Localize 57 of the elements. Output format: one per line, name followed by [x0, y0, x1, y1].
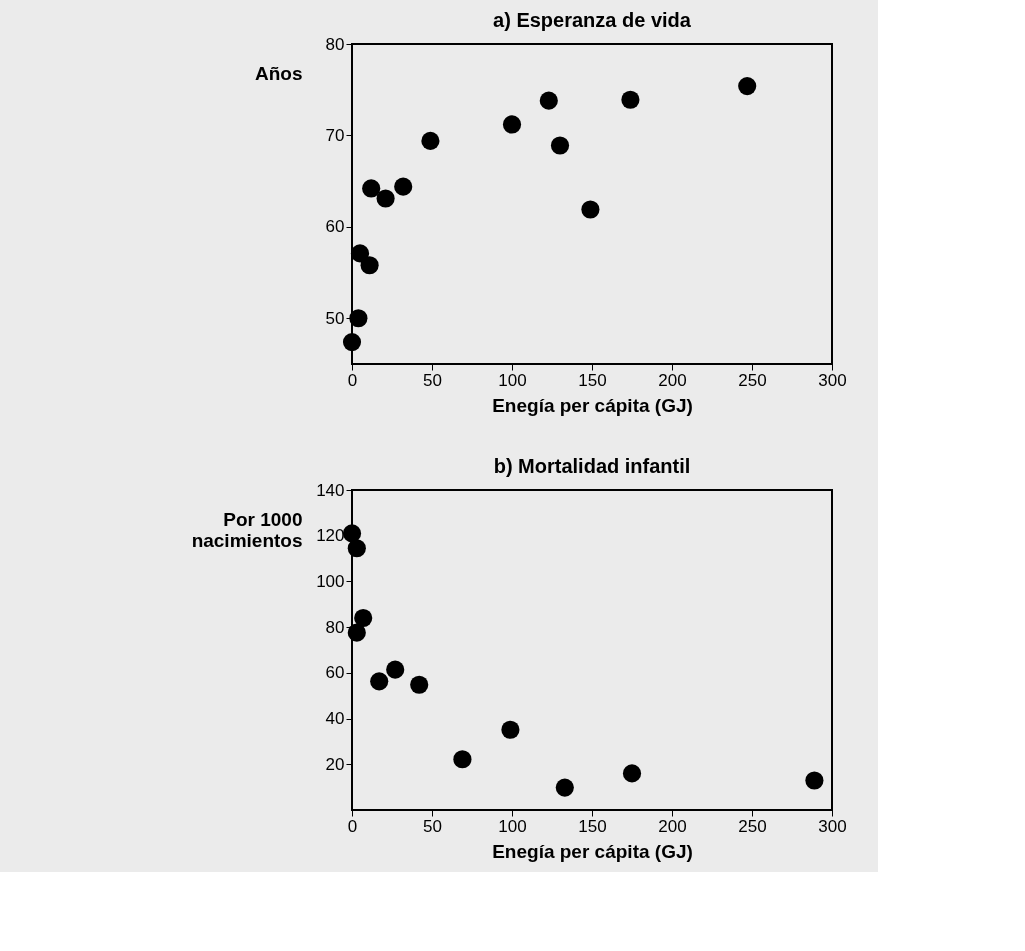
chart-title: b) Mortalidad infantil	[493, 455, 691, 477]
y-tick-label: 70	[325, 125, 345, 145]
y-tick-label: 40	[325, 709, 345, 729]
y-tick-label: 60	[325, 663, 345, 683]
point	[370, 672, 389, 691]
point	[376, 189, 395, 208]
point	[621, 90, 640, 109]
x-tick-label: 150	[578, 370, 607, 390]
point	[350, 244, 370, 263]
point	[738, 76, 757, 96]
point	[421, 131, 440, 150]
point	[550, 136, 570, 155]
x-tick-label: 250	[738, 816, 767, 836]
y-tick-label: 100	[316, 571, 345, 591]
point	[394, 177, 413, 196]
y-axis-title: Por 1000 nacimientos	[191, 508, 303, 551]
point	[539, 91, 558, 110]
point	[453, 750, 472, 769]
point	[501, 720, 520, 739]
x-tick-label: 100	[498, 816, 527, 836]
y-tick-label: 80	[325, 617, 345, 637]
point	[349, 309, 368, 328]
point	[622, 764, 642, 783]
x-tick-label: 50	[423, 816, 442, 836]
x-tick-label: 250	[738, 370, 767, 390]
x-tick-label: 300	[818, 816, 847, 836]
point	[360, 256, 379, 275]
point	[410, 675, 429, 694]
x-axis-title: Enegía per cápita (GJ)	[492, 394, 693, 416]
x-axis-title: Enegía per cápita (GJ)	[492, 840, 693, 862]
y-tick-label: 20	[325, 754, 345, 774]
y-tick-label: 140	[316, 480, 345, 500]
point	[347, 539, 366, 558]
x-tick-label: 150	[578, 816, 607, 836]
y-axis-title: Años	[255, 62, 303, 84]
x-tick-label: 200	[658, 816, 687, 836]
y-tick-label: 60	[325, 217, 345, 237]
x-tick-label: 200	[658, 370, 687, 390]
chart-title: a) Esperanza de vida	[493, 9, 692, 31]
point	[386, 660, 405, 679]
point	[555, 778, 574, 797]
point	[354, 608, 373, 628]
y-tick-label: 80	[325, 34, 345, 54]
point	[342, 524, 362, 543]
x-tick-label: 100	[498, 370, 527, 390]
x-tick-label: 50	[423, 370, 442, 390]
point	[342, 332, 362, 352]
point	[581, 200, 600, 219]
y-tick-label: 120	[316, 526, 345, 546]
point	[805, 771, 824, 790]
point	[362, 179, 381, 198]
x-tick-label: 0	[347, 370, 358, 390]
x-tick-label: 300	[818, 370, 847, 390]
point	[347, 623, 366, 642]
x-tick-label: 0	[347, 816, 358, 836]
y-tick-label: 50	[325, 308, 345, 328]
point	[502, 115, 522, 134]
